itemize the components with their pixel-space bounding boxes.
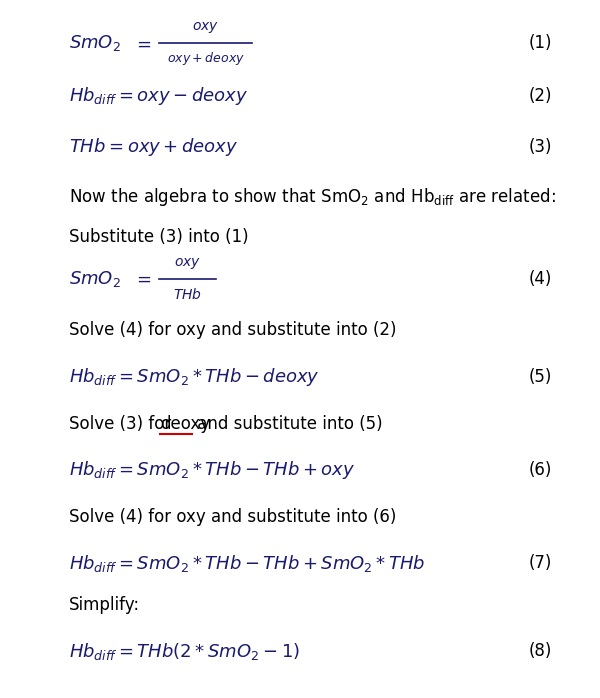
Text: (1): (1) bbox=[529, 34, 552, 52]
Text: $=$: $=$ bbox=[133, 270, 152, 288]
Text: $\mathit{Hb_{diff} = SmO_2 * THb - THb + SmO_2 * THb}$: $\mathit{Hb_{diff} = SmO_2 * THb - THb +… bbox=[69, 553, 425, 574]
Text: $\mathit{Hb_{diff} = SmO_2 * THb - THb + oxy}$: $\mathit{Hb_{diff} = SmO_2 * THb - THb +… bbox=[69, 459, 355, 481]
Text: (6): (6) bbox=[529, 461, 552, 479]
Text: (4): (4) bbox=[529, 270, 552, 288]
Text: Simplify:: Simplify: bbox=[69, 596, 140, 614]
Text: $\mathit{Hb_{diff} = SmO_2 * THb - deoxy}$: $\mathit{Hb_{diff} = SmO_2 * THb - deoxy… bbox=[69, 366, 320, 388]
Text: deoxy: deoxy bbox=[160, 415, 210, 433]
Text: (7): (7) bbox=[529, 554, 552, 572]
Text: (2): (2) bbox=[529, 87, 552, 105]
Text: $\mathit{THb}$: $\mathit{THb}$ bbox=[173, 287, 202, 302]
Text: (3): (3) bbox=[529, 138, 552, 156]
Text: Substitute (3) into (1): Substitute (3) into (1) bbox=[69, 228, 248, 246]
Text: $=$: $=$ bbox=[133, 34, 152, 52]
Text: $\mathit{Hb_{diff} = THb(2 * SmO_2 - 1)}$: $\mathit{Hb_{diff} = THb(2 * SmO_2 - 1)}… bbox=[69, 641, 300, 662]
Text: Solve (4) for oxy and substitute into (6): Solve (4) for oxy and substitute into (6… bbox=[69, 507, 397, 526]
Text: $\mathit{oxy}$: $\mathit{oxy}$ bbox=[192, 20, 219, 36]
Text: Solve (4) for oxy and substitute into (2): Solve (4) for oxy and substitute into (2… bbox=[69, 321, 397, 339]
Text: (8): (8) bbox=[529, 642, 552, 660]
Text: $\mathit{oxy}$: $\mathit{oxy}$ bbox=[174, 256, 201, 272]
Text: Solve (3) for deoxy and substitute into (5): Solve (3) for deoxy and substitute into … bbox=[69, 415, 417, 433]
Text: Solve (3) for: Solve (3) for bbox=[69, 415, 176, 433]
Text: $\mathit{oxy+deoxy}$: $\mathit{oxy+deoxy}$ bbox=[167, 50, 244, 67]
Text: $\mathit{THb = oxy + deoxy}$: $\mathit{THb = oxy + deoxy}$ bbox=[69, 135, 238, 158]
Text: (5): (5) bbox=[529, 368, 552, 386]
Text: $\mathit{SmO_{2}}$: $\mathit{SmO_{2}}$ bbox=[69, 269, 121, 289]
Text: $\mathit{Hb_{diff} = oxy - deoxy}$: $\mathit{Hb_{diff} = oxy - deoxy}$ bbox=[69, 85, 248, 107]
Text: Now the algebra to show that SmO$_2$ and Hb$_{\rm diff}$ are related:: Now the algebra to show that SmO$_2$ and… bbox=[69, 186, 556, 208]
Text: $\mathit{SmO_{2}}$: $\mathit{SmO_{2}}$ bbox=[69, 34, 121, 53]
Text: and substitute into (5): and substitute into (5) bbox=[193, 415, 383, 433]
